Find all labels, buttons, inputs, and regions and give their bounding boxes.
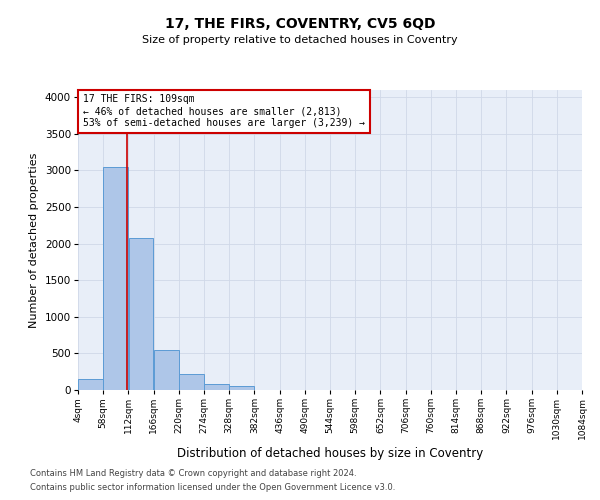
Y-axis label: Number of detached properties: Number of detached properties <box>29 152 39 328</box>
Bar <box>128 238 154 390</box>
Bar <box>229 386 254 390</box>
Text: 17 THE FIRS: 109sqm
← 46% of detached houses are smaller (2,813)
53% of semi-det: 17 THE FIRS: 109sqm ← 46% of detached ho… <box>83 94 365 128</box>
Bar <box>179 374 204 390</box>
Bar <box>204 384 229 390</box>
Text: Contains HM Land Registry data © Crown copyright and database right 2024.: Contains HM Land Registry data © Crown c… <box>30 468 356 477</box>
Text: Contains public sector information licensed under the Open Government Licence v3: Contains public sector information licen… <box>30 484 395 492</box>
Text: Size of property relative to detached houses in Coventry: Size of property relative to detached ho… <box>142 35 458 45</box>
Bar <box>154 350 179 390</box>
Bar <box>78 379 103 390</box>
Bar <box>103 167 128 390</box>
X-axis label: Distribution of detached houses by size in Coventry: Distribution of detached houses by size … <box>177 448 483 460</box>
Text: 17, THE FIRS, COVENTRY, CV5 6QD: 17, THE FIRS, COVENTRY, CV5 6QD <box>165 18 435 32</box>
